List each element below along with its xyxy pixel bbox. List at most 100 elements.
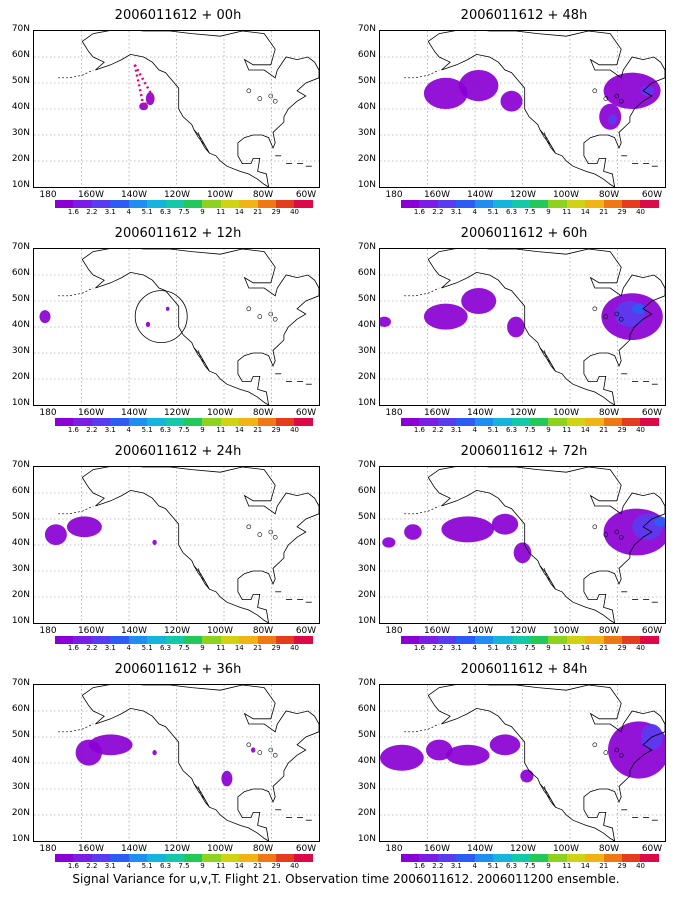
colorbar-swatch: [202, 636, 221, 644]
colorbar-label: 29: [617, 208, 627, 216]
colorbar-swatch: [493, 200, 512, 208]
y-tick-label: 70N: [11, 460, 30, 470]
colorbar-label: 14: [234, 426, 244, 434]
colorbar-label: 2.2: [432, 862, 444, 870]
panel-title: 2006011612 + 24h: [114, 444, 242, 459]
colorbar-swatch: [183, 200, 203, 208]
colorbar-swatch: [165, 200, 184, 208]
colorbar-swatch: [55, 854, 74, 862]
colorbar-swatch: [585, 200, 604, 208]
y-tick-label: 10N: [357, 834, 376, 844]
x-tick-label: 180: [39, 626, 57, 636]
colorbar-swatch: [91, 636, 111, 644]
colorbar-label: 9: [200, 644, 205, 652]
colorbar-label: 5.1: [141, 426, 153, 434]
colorbar-label: 5.1: [141, 644, 153, 652]
x-tick-label: 140W: [466, 844, 494, 854]
colorbar-swatch: [474, 200, 494, 208]
colorbar-label: 1.6: [67, 862, 79, 870]
colorbar-label: 5.1: [487, 862, 499, 870]
y-tick-label: 10N: [11, 180, 30, 190]
colorbar-label: 6.3: [159, 426, 172, 434]
colorbar-label: 40: [636, 862, 646, 870]
colorbar-swatch: [548, 854, 567, 862]
panel-84h: 2006011612 + 84h 70N 60N 50N 40N 30N 20N 10N 180…: [346, 654, 692, 872]
colorbar-label: 29: [617, 862, 627, 870]
colorbar-swatch: [294, 854, 313, 862]
x-tick-label: 160W: [77, 190, 105, 200]
x-tick-label: 160W: [77, 626, 105, 636]
colorbar: [401, 200, 659, 208]
colorbar-label: 40: [290, 644, 300, 652]
colorbar-swatch: [640, 418, 659, 426]
colorbar-label: 4: [472, 862, 477, 870]
colorbar-swatch: [73, 854, 92, 862]
colorbar-label: 29: [271, 862, 281, 870]
colorbar-swatch: [239, 636, 258, 644]
y-tick-label: 20N: [357, 154, 376, 164]
x-tick-label: 60W: [641, 408, 663, 418]
x-tick-label: 120W: [163, 844, 191, 854]
colorbar-label: 2.2: [432, 208, 444, 216]
colorbar-swatch: [276, 200, 295, 208]
y-tick-label: 30N: [357, 782, 376, 792]
map-plot: [33, 248, 320, 406]
colorbar-label: 7.5: [524, 426, 536, 434]
x-tick-label: 120W: [163, 626, 191, 636]
colorbar-swatch: [437, 636, 457, 644]
colorbar-label: 9: [200, 208, 205, 216]
panel-72h: 2006011612 + 72h 70N 60N 50N 40N 30N 20N 10N 180…: [346, 436, 692, 654]
colorbar-swatch: [401, 200, 420, 208]
colorbar-swatch: [529, 418, 549, 426]
colorbar-label: 4: [126, 644, 131, 652]
x-tick-label: 80W: [252, 844, 274, 854]
colorbar: [55, 200, 313, 208]
y-tick-label: 70N: [357, 24, 376, 34]
y-tick-label: 70N: [357, 242, 376, 252]
y-tick-label: 30N: [11, 346, 30, 356]
x-tick-label: 140W: [120, 626, 148, 636]
colorbar-label: 11: [216, 862, 226, 870]
colorbar-label: 3.1: [104, 208, 116, 216]
colorbar-swatch: [73, 418, 92, 426]
y-tick-label: 20N: [11, 372, 30, 382]
x-tick-label: 80W: [598, 190, 620, 200]
colorbar-label: 6.3: [159, 208, 172, 216]
colorbar-label: 7.5: [524, 644, 536, 652]
y-tick-label: 40N: [11, 320, 30, 330]
colorbar-label: 6.3: [505, 862, 518, 870]
colorbar-label: 21: [253, 208, 263, 216]
x-tick-label: 160W: [77, 844, 105, 854]
colorbar-label: 1.6: [413, 208, 425, 216]
colorbar-swatch: [456, 200, 475, 208]
y-tick-label: 10N: [357, 398, 376, 408]
colorbar-label: 2.2: [432, 644, 444, 652]
y-tick-label: 40N: [357, 102, 376, 112]
colorbar-swatch: [511, 636, 530, 644]
colorbar-label: 4: [126, 862, 131, 870]
y-tick-label: 40N: [11, 538, 30, 548]
colorbar-swatch: [110, 636, 129, 644]
x-tick-label: 180: [385, 408, 403, 418]
x-tick-label: 140W: [120, 408, 148, 418]
colorbar-label: 5.1: [487, 644, 499, 652]
x-tick-label: 80W: [252, 408, 274, 418]
colorbar-swatch: [603, 200, 623, 208]
colorbar-label: 40: [636, 644, 646, 652]
y-tick-label: 70N: [357, 460, 376, 470]
x-tick-label: 180: [39, 844, 57, 854]
y-tick-label: 20N: [357, 372, 376, 382]
x-tick-label: 100W: [206, 190, 234, 200]
y-tick-label: 50N: [357, 512, 376, 522]
panel-48h: 2006011612 + 48h 70N 60N 50N 40N 30N 20N 10N 180…: [346, 0, 692, 218]
colorbar-swatch: [474, 418, 494, 426]
colorbar-label: 4: [472, 644, 477, 652]
y-tick-label: 60N: [11, 50, 30, 60]
colorbar-swatch: [566, 636, 586, 644]
panel-title: 2006011612 + 12h: [114, 226, 242, 241]
colorbar-swatch: [474, 854, 494, 862]
colorbar-swatch: [128, 200, 148, 208]
x-tick-label: 100W: [206, 626, 234, 636]
colorbar-label: 21: [599, 426, 609, 434]
x-tick-label: 180: [39, 408, 57, 418]
